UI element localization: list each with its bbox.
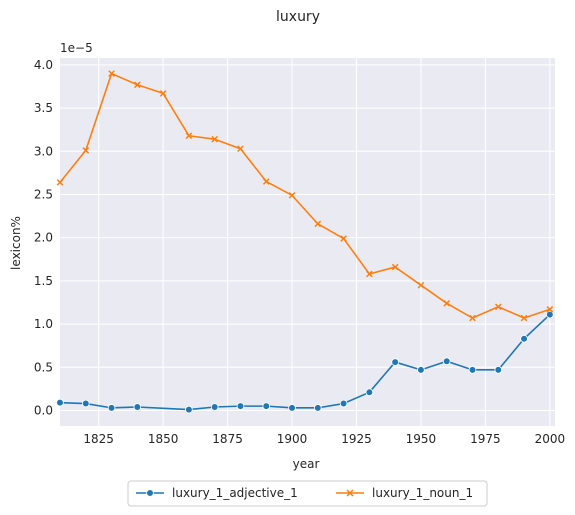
legend-adjective-label: luxury_1_adjective_1 bbox=[172, 486, 298, 500]
y-axis-label: lexicon% bbox=[9, 216, 23, 270]
data-point bbox=[391, 358, 399, 366]
data-point bbox=[108, 70, 115, 77]
x-tick-label: 1850 bbox=[148, 432, 179, 446]
legend-adjective-marker bbox=[146, 489, 154, 497]
legend: luxury_1_adjective_1 luxury_1_noun_1 bbox=[127, 480, 488, 507]
plot-area bbox=[60, 58, 555, 426]
data-point bbox=[443, 300, 451, 307]
data-point bbox=[159, 90, 167, 97]
x-axis-label: year bbox=[293, 457, 320, 471]
y-tick-label: 2.5 bbox=[34, 187, 53, 201]
data-point bbox=[366, 270, 373, 278]
data-point bbox=[262, 178, 270, 185]
data-point bbox=[107, 404, 116, 412]
data-point bbox=[546, 310, 554, 319]
data-point bbox=[185, 405, 193, 414]
x-tick-label: 1925 bbox=[341, 432, 372, 446]
y-tick-label: 3.0 bbox=[34, 144, 53, 158]
series-luxury_1_noun_1 bbox=[56, 70, 554, 322]
y-tick-label: 2.0 bbox=[34, 231, 53, 245]
data-point bbox=[185, 132, 193, 140]
data-point bbox=[314, 404, 322, 412]
data-point bbox=[468, 366, 477, 374]
data-point bbox=[56, 398, 64, 407]
data-point bbox=[520, 314, 528, 322]
data-point bbox=[339, 399, 348, 408]
legend-noun-marker bbox=[346, 489, 354, 497]
y-axis-ticks: 0.0 0.5 1.0 1.5 2.0 2.5 3.0 3.5 4.0 bbox=[34, 58, 53, 418]
data-point bbox=[314, 220, 322, 228]
x-tick-label: 1875 bbox=[212, 432, 243, 446]
data-point bbox=[133, 403, 142, 411]
series-layer bbox=[56, 70, 554, 414]
series-luxury_1_adjective_1 bbox=[56, 310, 554, 414]
x-tick-label: 1950 bbox=[406, 432, 437, 446]
x-tick-label: 1900 bbox=[277, 432, 308, 446]
data-point bbox=[494, 303, 502, 311]
data-point bbox=[211, 135, 219, 143]
data-point bbox=[417, 366, 425, 374]
y-tick-label: 1.5 bbox=[34, 274, 53, 288]
data-point bbox=[134, 81, 141, 89]
data-point bbox=[210, 403, 219, 411]
data-point bbox=[546, 306, 554, 313]
legend-box bbox=[127, 480, 488, 507]
data-point bbox=[288, 404, 296, 412]
data-point bbox=[288, 192, 296, 199]
data-point bbox=[365, 388, 374, 397]
legend-noun-label: luxury_1_noun_1 bbox=[372, 486, 473, 500]
data-point bbox=[237, 145, 244, 153]
x-tick-label: 1825 bbox=[83, 432, 114, 446]
data-point bbox=[340, 235, 347, 242]
x-axis-ticks: 1825 1850 1875 1900 1925 1950 1975 2000 bbox=[83, 432, 565, 446]
data-point bbox=[442, 357, 451, 366]
y-tick-label: 0.0 bbox=[34, 403, 53, 417]
data-point bbox=[82, 147, 90, 154]
data-point bbox=[236, 402, 245, 410]
y-tick-label: 4.0 bbox=[34, 58, 53, 72]
data-point bbox=[81, 399, 90, 408]
x-tick-label: 1975 bbox=[470, 432, 501, 446]
data-point bbox=[494, 366, 503, 374]
data-point bbox=[391, 263, 399, 271]
data-point bbox=[262, 402, 271, 410]
data-point bbox=[417, 281, 425, 289]
y-tick-label: 0.5 bbox=[34, 360, 53, 374]
series-line bbox=[59, 72, 551, 319]
chart-title: luxury bbox=[276, 9, 320, 25]
data-point bbox=[520, 334, 528, 343]
data-point bbox=[469, 314, 476, 322]
y-tick-label: 1.0 bbox=[34, 317, 53, 331]
x-tick-label: 2000 bbox=[535, 432, 566, 446]
y-offset-label: 1e−5 bbox=[60, 41, 93, 55]
y-tick-label: 3.5 bbox=[34, 101, 53, 115]
data-point bbox=[56, 179, 64, 186]
